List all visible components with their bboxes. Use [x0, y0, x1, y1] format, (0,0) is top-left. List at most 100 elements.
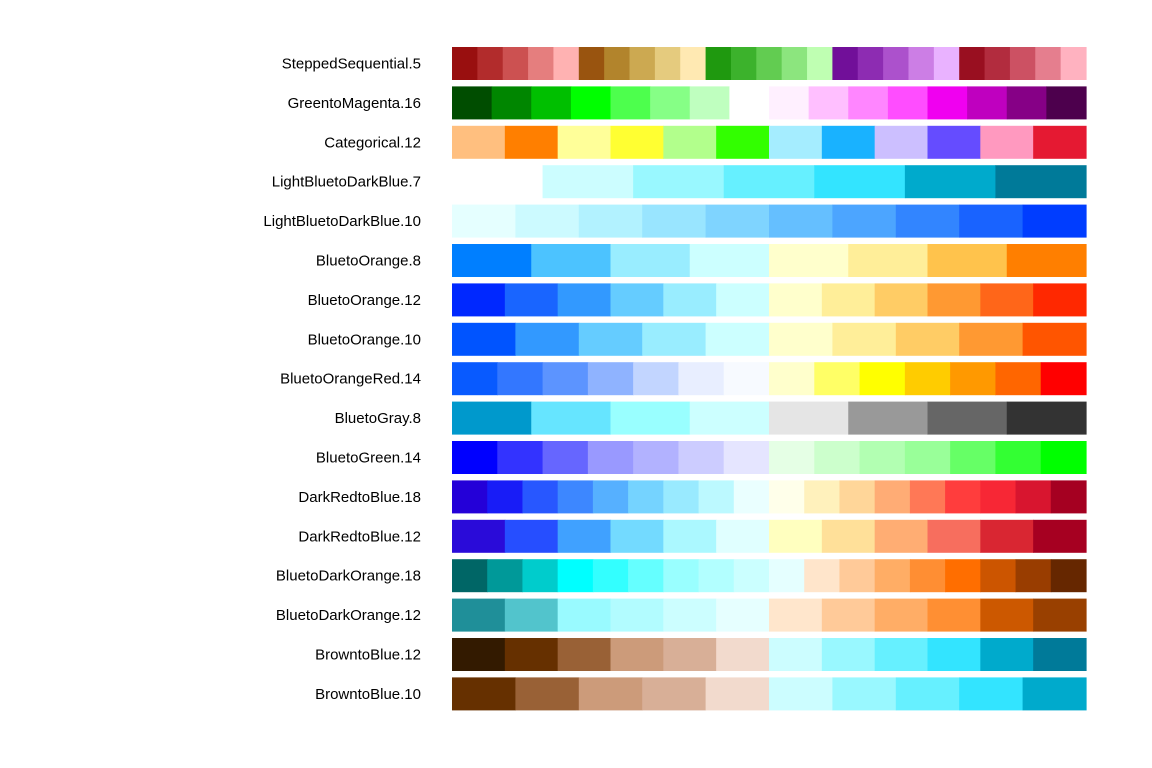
- color-swatch: [980, 480, 1017, 514]
- color-swatch: [927, 244, 1008, 277]
- color-swatch: [804, 480, 841, 514]
- color-swatch: [904, 165, 997, 199]
- color-swatch: [980, 125, 1034, 159]
- palette-row: GreentoMagenta.16: [288, 86, 1087, 120]
- color-swatch: [821, 125, 876, 159]
- color-swatch: [769, 638, 823, 671]
- palette-row: BrowntoBlue.10: [315, 677, 1087, 711]
- color-swatch: [678, 362, 725, 396]
- color-swatch: [807, 47, 833, 80]
- color-swatch: [945, 480, 981, 514]
- color-swatch: [522, 559, 559, 593]
- palette-row: BluetoGreen.14: [316, 441, 1087, 474]
- color-swatch: [723, 362, 770, 396]
- color-swatch: [504, 283, 559, 317]
- color-swatch: [874, 283, 929, 317]
- palette-row: DarkRedtoBlue.12: [298, 519, 1087, 553]
- color-swatch: [769, 441, 815, 474]
- color-swatch: [859, 362, 906, 396]
- color-swatch: [995, 362, 1042, 396]
- palette-label: BluetoGray.8: [335, 410, 421, 427]
- color-swatch: [452, 401, 532, 435]
- palette-label: BrowntoBlue.10: [315, 686, 421, 703]
- color-swatch: [604, 47, 631, 80]
- palette-label: DarkRedtoBlue.18: [298, 489, 421, 506]
- color-swatch: [895, 322, 960, 356]
- palette-row: BluetoOrange.10: [308, 322, 1087, 356]
- color-swatch: [610, 244, 691, 277]
- color-swatch: [542, 165, 634, 199]
- color-swatch: [698, 559, 735, 593]
- palette-row: BluetoGray.8: [335, 401, 1087, 435]
- color-swatch: [769, 322, 833, 356]
- color-swatch: [531, 86, 572, 120]
- color-swatch: [587, 441, 634, 474]
- color-swatch: [610, 125, 664, 159]
- color-swatch: [592, 480, 629, 514]
- color-swatch: [1022, 204, 1087, 238]
- color-swatch: [909, 480, 946, 514]
- color-swatch: [927, 401, 1008, 435]
- color-swatch: [1033, 598, 1087, 632]
- color-swatch: [487, 559, 524, 593]
- color-swatch: [452, 165, 544, 199]
- palette-row: DarkRedtoBlue.18: [298, 480, 1087, 514]
- color-swatch: [515, 204, 580, 238]
- color-swatch: [848, 401, 929, 435]
- color-swatch: [1035, 47, 1062, 80]
- color-swatch: [629, 47, 656, 80]
- color-swatch: [633, 441, 680, 474]
- palette-label: BluetoOrangeRed.14: [280, 371, 421, 388]
- color-swatch: [504, 598, 559, 632]
- color-swatch: [723, 441, 770, 474]
- color-swatch: [769, 125, 823, 159]
- color-swatch: [1046, 86, 1087, 120]
- color-swatch: [497, 362, 544, 396]
- color-swatch: [874, 125, 929, 159]
- color-swatch: [874, 598, 929, 632]
- color-swatch: [716, 283, 770, 317]
- color-swatch: [452, 362, 498, 396]
- color-swatch: [610, 519, 664, 553]
- color-swatch: [557, 480, 594, 514]
- color-swatch: [698, 480, 735, 514]
- color-swatch: [874, 559, 911, 593]
- color-swatch: [452, 244, 532, 277]
- color-swatch: [504, 125, 559, 159]
- color-swatch: [832, 322, 897, 356]
- color-swatch: [557, 283, 612, 317]
- color-swatch: [1015, 480, 1052, 514]
- color-swatch: [680, 47, 707, 80]
- color-swatch: [814, 362, 861, 396]
- color-swatch: [769, 559, 805, 593]
- palette-row: BluetoOrange.12: [308, 283, 1087, 317]
- color-swatch: [874, 519, 929, 553]
- color-swatch: [769, 283, 823, 317]
- color-swatch: [491, 86, 532, 120]
- color-swatch: [1015, 559, 1052, 593]
- color-swatch: [723, 165, 815, 199]
- color-swatch: [452, 86, 493, 120]
- color-swatch: [663, 559, 700, 593]
- color-swatch: [927, 519, 981, 553]
- palette-label: Categorical.12: [324, 134, 421, 151]
- color-swatch: [908, 47, 935, 80]
- color-swatch: [883, 47, 910, 80]
- color-swatch: [804, 559, 841, 593]
- palette-label: BrowntoBlue.12: [315, 647, 421, 664]
- color-swatch: [502, 47, 529, 80]
- color-swatch: [504, 519, 559, 553]
- color-swatch: [610, 86, 651, 120]
- palette-label: GreentoMagenta.16: [288, 95, 421, 112]
- color-swatch: [808, 86, 849, 120]
- color-swatch: [689, 244, 770, 277]
- color-swatch: [832, 47, 859, 80]
- palette-label: DarkRedtoBlue.12: [298, 528, 421, 545]
- color-swatch: [821, 519, 876, 553]
- color-swatch: [769, 204, 833, 238]
- color-swatch: [967, 86, 1008, 120]
- color-swatch: [730, 47, 757, 80]
- color-swatch: [895, 677, 960, 711]
- color-swatch: [995, 441, 1042, 474]
